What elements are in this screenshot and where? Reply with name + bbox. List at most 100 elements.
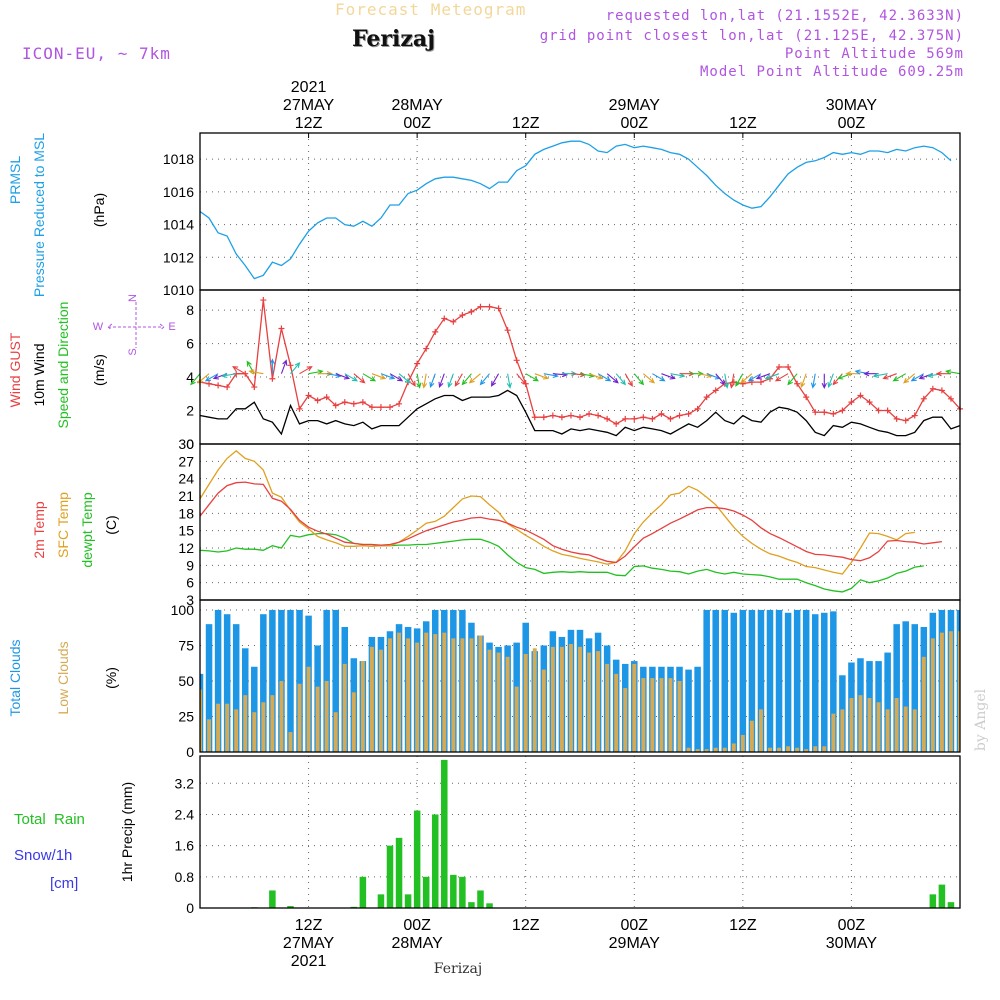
wind-direction-arrow	[755, 373, 771, 380]
low-cloud-bar	[749, 720, 754, 752]
gust-marker	[676, 412, 683, 419]
legend-pressure-msl: Pressure Reduced to MSL	[31, 133, 47, 297]
low-cloud-bar	[225, 703, 230, 752]
wind-direction-arrow	[454, 373, 463, 387]
total-cloud-bar	[730, 612, 738, 752]
gust-marker	[540, 414, 547, 421]
y-tick-label: 18	[178, 505, 194, 521]
gust-marker	[830, 410, 837, 417]
time-label-top: 12Z	[729, 115, 757, 132]
precip-bar	[477, 890, 484, 908]
precip-bar	[486, 903, 493, 908]
wind-direction-arrow	[290, 362, 301, 375]
wind-direction-arrow	[506, 373, 512, 389]
low-cloud-bar	[541, 669, 546, 752]
low-cloud-bar	[415, 642, 420, 752]
wind-direction-arrow	[882, 373, 897, 380]
wind-direction-arrow	[579, 372, 596, 379]
precip-bar	[404, 894, 412, 908]
gust-marker	[884, 407, 891, 414]
gust-marker	[341, 399, 348, 406]
time-label-bottom: 00Z	[403, 917, 431, 934]
wind-direction-arrow	[335, 373, 351, 380]
wind-direction-arrow	[747, 373, 762, 382]
precip-bar	[386, 845, 394, 908]
total-cloud-bar	[260, 614, 267, 752]
y-tick-label: 0	[186, 744, 194, 760]
gust-marker	[776, 364, 783, 370]
gust-marker	[567, 412, 574, 419]
time-label-top: 30MAY	[826, 97, 878, 114]
wind-direction-arrow	[837, 373, 852, 380]
wind-direction-arrow	[461, 373, 472, 386]
total-cloud-bar	[811, 614, 819, 752]
low-cloud-bar	[207, 719, 212, 752]
wind-direction-arrow	[407, 373, 416, 387]
gust-marker	[504, 327, 511, 334]
wind-direction-arrow	[729, 373, 735, 389]
time-label-top: 28MAY	[392, 97, 444, 114]
precip-bar	[441, 759, 448, 908]
gust-marker	[242, 370, 249, 377]
wind-direction-arrow	[353, 373, 366, 384]
legend-dewpt-temp: dewpt Temp	[79, 492, 95, 567]
time-label-top: 29MAY	[609, 97, 661, 114]
total-cloud-bar	[739, 609, 747, 752]
low-cloud-bar	[261, 702, 266, 752]
y-label-c: (C)	[103, 515, 119, 534]
time-label-top: 00Z	[403, 115, 431, 132]
time-label-bottom: 28MAY	[392, 935, 444, 952]
wind-direction-arrow	[429, 373, 436, 389]
y-label-pct: (%)	[103, 667, 119, 689]
wind-direction-arrow	[615, 373, 627, 386]
y-tick-label: 1.6	[175, 838, 195, 854]
pressure-line	[199, 140, 952, 280]
total-cloud-bar	[232, 624, 240, 752]
y-tick-label: 0	[186, 900, 194, 916]
gust-marker	[640, 414, 647, 421]
y-tick-label: 25	[178, 708, 194, 724]
y-tick-label: 50	[178, 673, 194, 689]
low-cloud-bar	[867, 698, 872, 752]
low-cloud-bar	[397, 632, 402, 752]
compass-lines	[107, 302, 165, 348]
compass-s: S	[127, 348, 139, 355]
gust-marker	[595, 412, 602, 419]
gust-marker	[441, 315, 448, 322]
footer-location: Ferizaj	[434, 961, 482, 977]
total-cloud-bar	[902, 621, 909, 752]
low-cloud-bar	[849, 698, 854, 752]
time-label-top: 00Z	[620, 115, 648, 132]
gust-marker	[350, 400, 357, 407]
wind-direction-arrow	[827, 373, 834, 389]
total-cloud-bar	[766, 609, 774, 752]
time-label-bottom: 12Z	[512, 917, 540, 934]
total-cloud-bar	[793, 609, 801, 752]
y-tick-label: 1018	[163, 151, 194, 167]
low-cloud-bar	[777, 747, 782, 752]
precip-bar	[359, 876, 367, 908]
low-cloud-bar	[958, 631, 960, 752]
gust-marker	[577, 414, 583, 421]
y-tick-label: 9	[186, 557, 194, 573]
wind-direction-arrow	[740, 373, 753, 384]
low-cloud-bar	[360, 661, 365, 752]
low-cloud-bar	[758, 709, 763, 752]
y-label-precip: 1hr Precip (mm)	[119, 782, 135, 882]
label-layer: PRMSL Pressure Reduced to MSL (hPa) Wind GU…	[7, 133, 176, 892]
low-cloud-bar	[786, 746, 791, 752]
time-label-bottom: 2021	[291, 953, 327, 970]
time-label-top: 00Z	[838, 115, 866, 132]
legend-snow-unit: [cm]	[50, 875, 78, 892]
wind-direction-arrow	[362, 373, 377, 382]
y-tick-label: 100	[171, 602, 195, 618]
gust-marker	[839, 407, 846, 414]
legend-wind-gust: Wind GUST	[7, 332, 23, 407]
gust-marker	[396, 400, 403, 407]
low-cloud-bar	[451, 638, 456, 752]
wind-direction-arrow	[380, 373, 396, 380]
gust-marker	[875, 407, 882, 414]
low-cloud-bar	[288, 732, 293, 752]
gust-marker	[323, 394, 330, 401]
